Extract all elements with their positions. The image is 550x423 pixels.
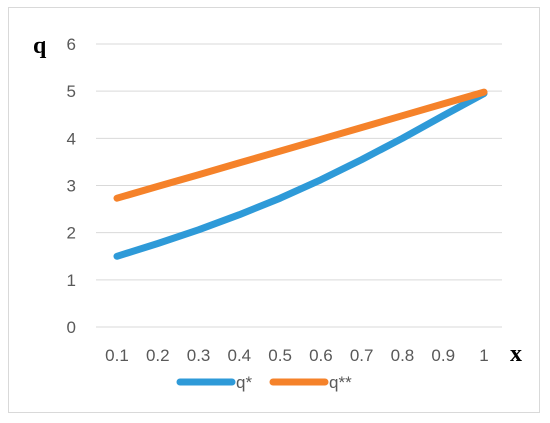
x-tick-0.3: 0.3	[187, 346, 211, 365]
y-tick-1: 1	[67, 271, 76, 290]
y-tick-labels: 0 1 2 3 4 5 6	[67, 35, 76, 337]
y-tick-4: 4	[67, 129, 76, 148]
legend-label-2: q**	[329, 373, 352, 392]
x-tick-0.2: 0.2	[146, 346, 170, 365]
x-tick-0.9: 0.9	[431, 346, 455, 365]
y-axis-label: q	[33, 33, 47, 59]
series-line-1	[113, 90, 488, 260]
grid	[96, 43, 502, 328]
x-tick-0.4: 0.4	[228, 346, 252, 365]
series-line-2	[113, 88, 488, 202]
legend-label-1: q*	[236, 373, 252, 392]
x-tick-0.1: 0.1	[105, 346, 129, 365]
x-tick-1: 1	[479, 346, 488, 365]
x-tick-0.7: 0.7	[350, 346, 374, 365]
y-tick-3: 3	[67, 177, 76, 196]
y-tick-2: 2	[67, 224, 76, 243]
legend: q* q**	[176, 373, 352, 392]
y-tick-5: 5	[67, 82, 76, 101]
chart-frame	[8, 7, 540, 413]
series-lines	[113, 88, 488, 260]
x-tick-labels: 0.1 0.2 0.3 0.4 0.5 0.6 0.7 0.8 0.9 1	[105, 346, 489, 365]
x-axis-label: x	[510, 341, 522, 367]
x-tick-0.8: 0.8	[391, 346, 415, 365]
y-tick-0: 0	[67, 318, 76, 337]
x-tick-0.6: 0.6	[309, 346, 333, 365]
y-tick-6: 6	[67, 35, 76, 54]
x-tick-0.5: 0.5	[268, 346, 292, 365]
